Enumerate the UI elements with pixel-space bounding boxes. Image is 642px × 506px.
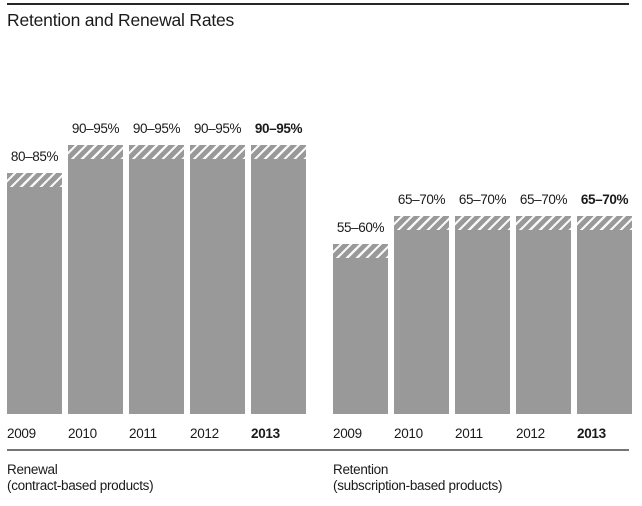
bar-renewal-2012 [190,144,245,414]
value-label-retention-2013: 65–70% [580,191,629,207]
year-label-retention-2013: 2013 [577,426,606,441]
value-label-retention-2012: 65–70% [519,191,568,207]
value-label-renewal-2012: 90–95% [193,120,242,136]
year-label-retention-2009: 2009 [333,426,362,441]
value-label-retention-2011: 65–70% [458,191,507,207]
value-label-renewal-2010: 90–95% [71,120,120,136]
year-label-renewal-2009: 2009 [7,426,36,441]
hatch-band-retention-2013 [577,215,632,230]
year-label-renewal-2013: 2013 [251,426,280,441]
value-label-renewal-2009: 80–85% [10,149,59,165]
hatch-band-renewal-2009 [7,173,62,188]
year-label-retention-2011: 2011 [455,426,483,441]
bar-retention-2013 [577,215,632,414]
hatch-band-retention-2011 [455,215,510,230]
hatch-band-renewal-2011 [129,144,184,160]
hatch-band-retention-2012 [516,215,571,230]
hatch-band-renewal-2010 [68,144,123,160]
year-label-retention-2010: 2010 [394,426,423,441]
year-label-renewal-2011: 2011 [129,426,157,441]
group-subtitle-renewal: (contract-based products) [7,477,154,493]
year-label-renewal-2010: 2010 [68,426,97,441]
top-rule [7,3,629,5]
bar-retention-2012 [516,215,571,414]
value-label-retention-2010: 65–70% [397,191,446,207]
bar-renewal-2013 [251,144,306,414]
bar-renewal-2009 [7,173,62,414]
bar-renewal-2011 [129,144,184,414]
group-label-retention: Retention (subscription-based products) [333,462,502,493]
bar-retention-2011 [455,215,510,414]
bar-renewal-2010 [68,144,123,414]
group-name-renewal: Renewal [7,462,58,477]
group-subtitle-retention: (subscription-based products) [333,477,503,493]
hatch-band-renewal-2012 [190,144,245,160]
hatch-band-renewal-2013 [251,144,306,160]
chart-title: Retention and Renewal Rates [7,10,235,30]
year-label-retention-2012: 2012 [516,426,545,441]
bar-retention-2009 [333,244,388,414]
bottom-rule [7,449,629,451]
bar-retention-2010 [394,215,449,414]
year-label-renewal-2012: 2012 [190,426,219,441]
value-label-renewal-2013: 90–95% [254,120,303,136]
group-name-retention: Retention [333,462,389,477]
value-label-renewal-2011: 90–95% [132,120,181,136]
hatch-band-retention-2010 [394,215,449,230]
hatch-band-retention-2009 [333,244,388,259]
group-label-renewal: Renewal (contract-based products) [7,462,154,493]
value-label-retention-2009: 55–60% [336,220,385,236]
